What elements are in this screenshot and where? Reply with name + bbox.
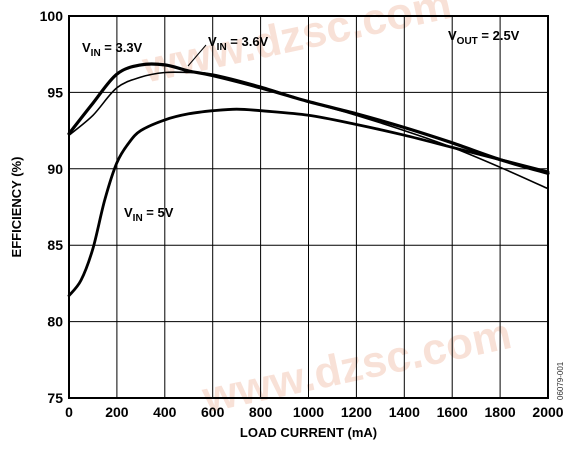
x-tick-label: 200: [105, 404, 129, 420]
series-label-vin-5v: VIN = 5V: [124, 205, 174, 224]
y-tick-label: 95: [47, 84, 63, 100]
y-tick-label: 75: [47, 390, 63, 406]
x-tick-label: 1000: [293, 404, 324, 420]
series-line-vin-3-3v: [67, 62, 550, 175]
series-line-vin-5v: [67, 107, 550, 297]
watermark-text-top: www.dzsc.com: [137, 0, 455, 93]
x-tick-label: 1600: [437, 404, 468, 420]
x-tick-label: 0: [65, 404, 73, 420]
x-tick-label: 1400: [389, 404, 420, 420]
x-tick-label: 1800: [485, 404, 516, 420]
vout-annotation: VOUT = 2.5V: [448, 28, 520, 47]
series-label-leader-vin-3-6v: [187, 44, 207, 67]
y-tick-label: 90: [47, 161, 63, 177]
series-label-vin-3-6v: VIN = 3.6V: [208, 34, 269, 53]
x-tick-label: 1200: [341, 404, 372, 420]
x-tick-label: 600: [201, 404, 225, 420]
series-layer: [67, 62, 550, 297]
y-tick-label: 80: [47, 314, 63, 330]
x-tick-label: 2000: [532, 404, 563, 420]
tick-labels: 0 200 400 600 800 1000 1200 1400 1600 1800 2000 75 8…: [40, 8, 564, 420]
y-tick-label: 100: [40, 8, 64, 24]
plot-frame: [68, 15, 549, 399]
x-axis-title: LOAD CURRENT (mA): [240, 425, 377, 440]
figure-id: 06079-001: [556, 361, 565, 400]
y-tick-label: 85: [47, 237, 63, 253]
series-label-vin-3-3v: VIN = 3.3V: [82, 40, 143, 59]
x-tick-label: 400: [153, 404, 177, 420]
y-axis-title: EFFICIENCY (%): [9, 157, 24, 258]
annotations: VIN = 3.3V VIN = 3.6V VIN = 5V VOUT = 2.5V: [82, 28, 520, 224]
x-tick-label: 800: [249, 404, 273, 420]
